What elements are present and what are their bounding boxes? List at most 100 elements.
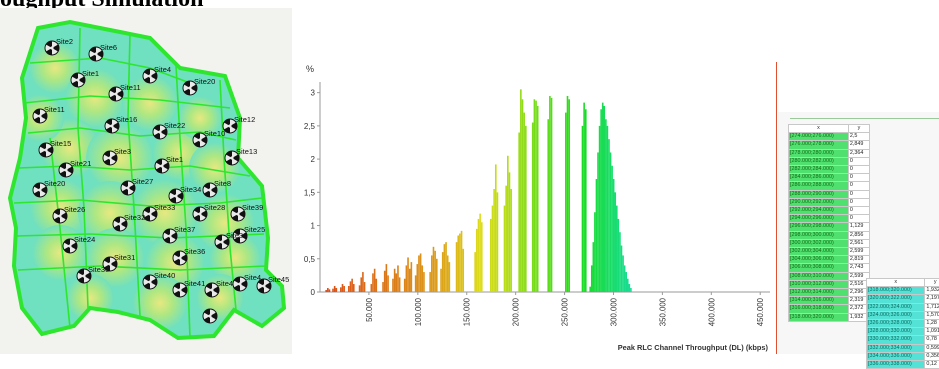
cell-y[interactable]: 2,197 [925,295,939,303]
cell-y[interactable]: 2,856 [848,231,869,239]
cell-y[interactable]: 2,561 [848,239,869,247]
table-row[interactable]: [318.000;320.000)1,932 [867,287,939,295]
column-header-y[interactable]: y [925,279,939,287]
table-row[interactable]: [282.000;284.000)0 [789,166,870,174]
cell-y[interactable]: 1,570 [925,311,939,319]
cell-y[interactable]: 1,129 [848,223,869,231]
cell-x[interactable]: [288.000;290.000) [789,190,849,198]
cell-x[interactable]: [282.000;284.000) [789,166,849,174]
cell-x[interactable]: [314.000;316.000) [789,297,849,305]
cell-y[interactable]: 2,743 [848,264,869,272]
cell-x[interactable]: [328.000;330.000) [867,328,925,336]
cell-x[interactable]: [302.000;304.000) [789,248,849,256]
table-row[interactable]: [288.000;290.000)0 [789,190,870,198]
cell-x[interactable]: [290.000;292.000) [789,198,849,206]
table-row[interactable]: [326.000;328.000)1,28 [867,320,939,328]
cell-x[interactable]: [324.000;326.000) [867,311,925,319]
cell-y[interactable]: 0 [848,166,869,174]
table-row[interactable]: [280.000;282.000)0 [789,157,870,165]
cell-x[interactable]: [298.000;300.000) [789,231,849,239]
cell-x[interactable]: [284.000;286.000) [789,174,849,182]
table-row[interactable]: [300.000;302.000)2,561 [789,239,870,247]
column-header-x[interactable]: x [867,279,925,287]
cell-x[interactable]: [300.000;302.000) [789,239,849,247]
histogram-table-2[interactable]: x y [318.000;320.000)1,932[320.000;322.0… [866,278,939,369]
cell-y[interactable]: 0,12 [925,361,939,369]
coverage-map[interactable]: Site2Site6Site4Site1Site11Site20Site12Si… [0,8,292,354]
cell-x[interactable]: [292.000;294.000) [789,207,849,215]
cell-x[interactable]: [320.000;322.000) [867,295,925,303]
cell-y[interactable]: 0,78 [925,336,939,344]
cell-x[interactable]: [312.000;314.000) [789,289,849,297]
cell-x[interactable]: [330.000;332.000) [867,336,925,344]
table-row[interactable]: [306.000;308.000)2,743 [789,264,870,272]
table-row[interactable]: [298.000;300.000)2,856 [789,231,870,239]
cell-y[interactable]: 0 [848,190,869,198]
table-row[interactable]: [314.000;316.000)2,319 [789,297,870,305]
cell-x[interactable]: [308.000;310.000) [789,272,849,280]
cell-x[interactable]: [332.000;334.000) [867,344,925,352]
site-marker[interactable] [203,309,218,324]
cell-y[interactable]: 0 [848,157,869,165]
cell-y[interactable]: 2,849 [848,141,869,149]
table-row[interactable]: [336.000;338.000)0,12 [867,361,939,369]
cell-y[interactable]: 1,28 [925,320,939,328]
table-row[interactable]: [302.000;304.000)2,599 [789,248,870,256]
table-row[interactable]: [278.000;280.000)2,364 [789,149,870,157]
cell-y[interactable]: 1,712 [925,303,939,311]
table-row[interactable]: [320.000;322.000)2,197 [867,295,939,303]
table-row[interactable]: [308.000;310.000)2,599 [789,272,870,280]
table-row[interactable]: [328.000;330.000)1,091 [867,328,939,336]
column-header-x[interactable]: x [789,125,849,133]
table-row[interactable]: [286.000;288.000)0 [789,182,870,190]
cell-x[interactable]: [286.000;288.000) [789,182,849,190]
cell-y[interactable]: 2,5 [848,133,869,141]
table-row[interactable]: [304.000;306.000)2,819 [789,256,870,264]
cell-x[interactable]: [322.000;324.000) [867,303,925,311]
cell-x[interactable]: [278.000;280.000) [789,149,849,157]
table-row[interactable]: [330.000;332.000)0,78 [867,336,939,344]
cell-x[interactable]: [306.000;308.000) [789,264,849,272]
cell-x[interactable]: [318.000;320.000) [789,313,849,321]
table-row[interactable]: [274.000;276.000)2,5 [789,133,870,141]
cell-y[interactable]: 0,599 [925,344,939,352]
histogram-table-1[interactable]: x y [274.000;276.000)2,5[276.000;278.000… [788,124,870,322]
table-row[interactable]: [332.000;334.000)0,599 [867,344,939,352]
table-row[interactable]: [312.000;314.000)2,296 [789,289,870,297]
cell-y[interactable]: 2,599 [848,248,869,256]
table-row[interactable]: [276.000;278.000)2,849 [789,141,870,149]
cell-x[interactable]: [280.000;282.000) [789,157,849,165]
cell-x[interactable]: [336.000;338.000) [867,361,925,369]
cell-y[interactable]: 1,091 [925,328,939,336]
table-row[interactable]: [296.000;298.000)1,129 [789,223,870,231]
cell-y[interactable]: 0 [848,174,869,182]
cell-x[interactable]: [318.000;320.000) [867,287,925,295]
table-row[interactable]: [294.000;296.000)0 [789,215,870,223]
cell-x[interactable]: [310.000;312.000) [789,280,849,288]
cell-x[interactable]: [276.000;278.000) [789,141,849,149]
cell-x[interactable]: [326.000;328.000) [867,320,925,328]
table-row[interactable]: [316.000;318.000)2,372 [789,305,870,313]
table-row[interactable]: [324.000;326.000)1,570 [867,311,939,319]
cell-y[interactable]: 0 [848,198,869,206]
cell-y[interactable]: 0 [848,207,869,215]
table-row[interactable]: [290.000;292.000)0 [789,198,870,206]
cell-y[interactable]: 0 [848,182,869,190]
cell-x[interactable]: [274.000;276.000) [789,133,849,141]
cell-y[interactable]: 2,364 [848,149,869,157]
table-row[interactable]: [310.000;312.000)2,516 [789,280,870,288]
cell-x[interactable]: [294.000;296.000) [789,215,849,223]
cell-x[interactable]: [304.000;306.000) [789,256,849,264]
cell-x[interactable]: [316.000;318.000) [789,305,849,313]
cell-y[interactable]: 1,932 [925,287,939,295]
cell-y[interactable]: 0 [848,215,869,223]
table-row[interactable]: [292.000;294.000)0 [789,207,870,215]
table-row[interactable]: [284.000;286.000)0 [789,174,870,182]
cell-x[interactable]: [296.000;298.000) [789,223,849,231]
column-header-y[interactable]: y [848,125,869,133]
table-row[interactable]: [322.000;324.000)1,712 [867,303,939,311]
table-row[interactable]: [318.000;320.000)1,932 [789,313,870,321]
